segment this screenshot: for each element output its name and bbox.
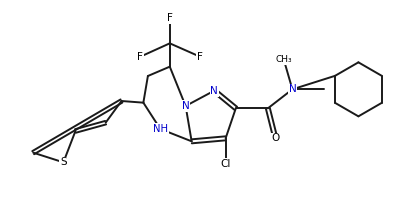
Text: NH: NH <box>153 124 168 134</box>
Text: N: N <box>182 101 190 111</box>
Text: F: F <box>197 52 203 62</box>
Text: N: N <box>288 84 296 94</box>
Text: O: O <box>271 133 280 143</box>
Text: N: N <box>210 86 218 96</box>
Text: F: F <box>167 13 173 23</box>
Text: CH₃: CH₃ <box>276 55 292 64</box>
Text: Cl: Cl <box>220 159 231 169</box>
Text: S: S <box>60 157 67 167</box>
Text: F: F <box>137 52 143 62</box>
